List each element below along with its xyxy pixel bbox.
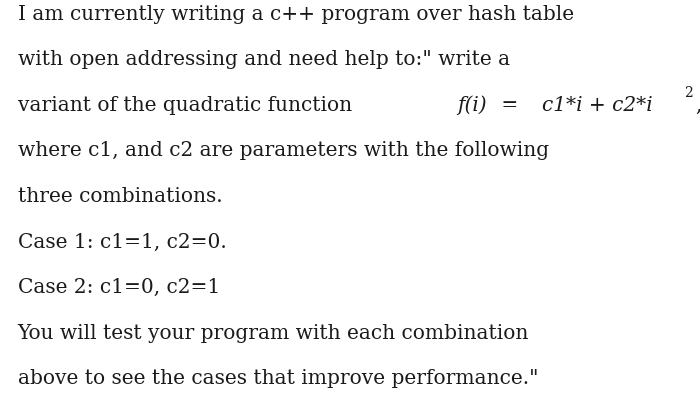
Text: variant of the quadratic function: variant of the quadratic function xyxy=(18,96,358,115)
Text: where c1, and c2 are parameters with the following: where c1, and c2 are parameters with the… xyxy=(18,141,549,160)
Text: ,: , xyxy=(696,96,700,115)
Text: c1*i + c2*i: c1*i + c2*i xyxy=(542,96,652,115)
Text: 2: 2 xyxy=(685,86,693,100)
Text: I am currently writing a c++ program over hash table: I am currently writing a c++ program ove… xyxy=(18,5,573,24)
Text: Case 2: c1=0, c2=1: Case 2: c1=0, c2=1 xyxy=(18,278,220,297)
Text: f(i): f(i) xyxy=(457,95,486,115)
Text: three combinations.: three combinations. xyxy=(18,187,222,206)
Text: You will test your program with each combination: You will test your program with each com… xyxy=(18,324,529,343)
Text: with open addressing and need help to:" write a: with open addressing and need help to:" … xyxy=(18,50,510,69)
Text: =: = xyxy=(495,96,531,115)
Text: Case 1: c1=1, c2=0.: Case 1: c1=1, c2=0. xyxy=(18,232,226,251)
Text: above to see the cases that improve performance.": above to see the cases that improve perf… xyxy=(18,369,538,388)
